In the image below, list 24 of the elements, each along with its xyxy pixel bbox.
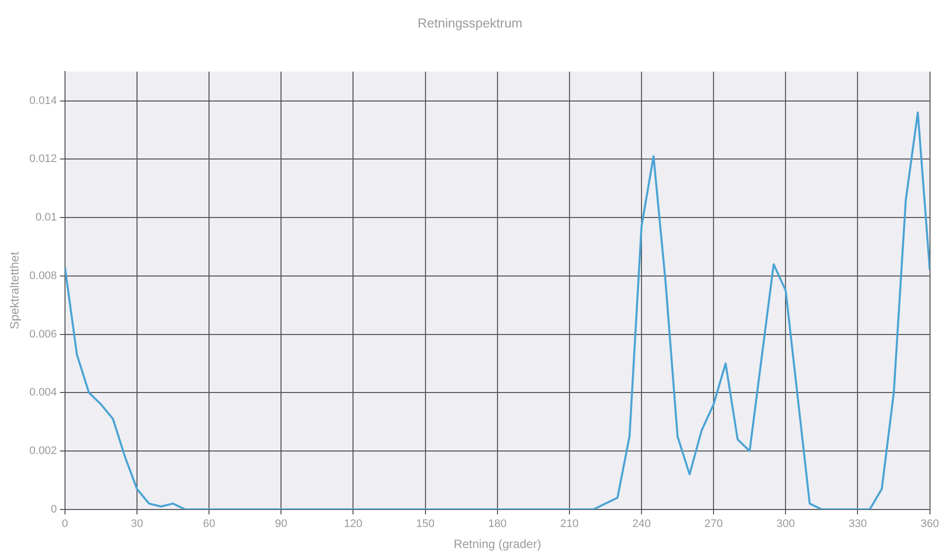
x-tick-label: 270 — [704, 518, 723, 530]
y-tick-label: 0.002 — [29, 445, 57, 458]
y-tick-label: 0.012 — [29, 153, 57, 166]
x-axis-title: Retning (grader) — [454, 537, 542, 552]
x-tick-label: 30 — [130, 518, 144, 530]
x-tick-label: 150 — [416, 518, 434, 530]
x-tick-label: 330 — [848, 518, 867, 530]
x-tick-label: 90 — [275, 518, 288, 530]
y-tick-label: 0.006 — [29, 328, 57, 340]
chart-title: Retningsspektrum — [418, 15, 522, 30]
x-tick-label: 240 — [632, 518, 651, 530]
x-tick-label: 360 — [920, 518, 940, 530]
x-tick-label: 0 — [62, 518, 68, 530]
y-tick-label: 0.014 — [29, 94, 57, 107]
y-tick-label: 0 — [50, 503, 57, 516]
y-axis-title: Spektraltetthet — [8, 251, 22, 330]
y-tick-label: 0.004 — [29, 386, 57, 399]
x-tick-label: 210 — [560, 518, 579, 530]
x-tick-label: 120 — [344, 518, 362, 530]
x-tick-label: 180 — [488, 518, 507, 530]
x-tick-label: 300 — [776, 518, 795, 530]
y-tick-label: 0.01 — [36, 212, 57, 224]
y-tick-label: 0.008 — [29, 270, 57, 282]
x-tick-label: 60 — [202, 518, 216, 530]
